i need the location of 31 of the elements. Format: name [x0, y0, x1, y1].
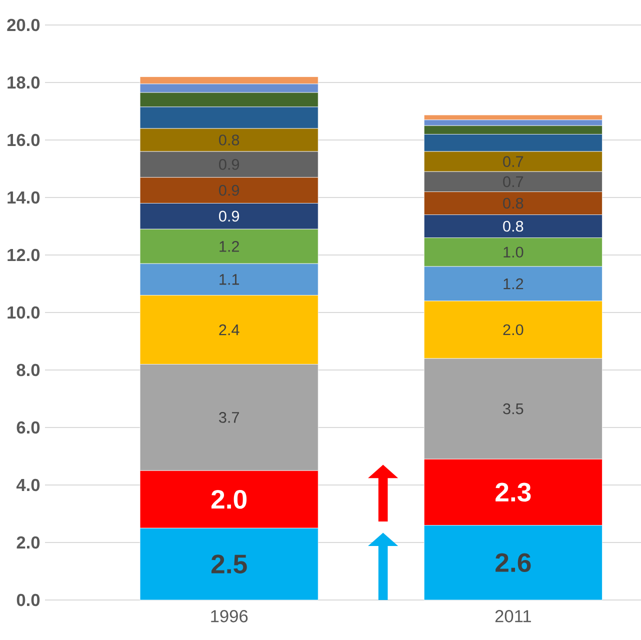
data-label: 3.7 — [219, 412, 239, 423]
y-tick-label: 12.0 — [8, 248, 40, 262]
y-tick-label: 10.0 — [8, 306, 40, 319]
data-label: 3.5 — [503, 403, 524, 414]
data-label: 1.1 — [220, 274, 239, 285]
data-label: 2.5 — [211, 554, 247, 574]
data-label: 2.4 — [219, 324, 240, 336]
y-tick-label: 2.0 — [16, 536, 40, 549]
data-label: 2.6 — [496, 553, 531, 572]
data-label: 2.0 — [211, 490, 247, 509]
x-tick-label: 1996 — [211, 610, 248, 622]
y-tick-label: 4.0 — [16, 478, 40, 492]
data-label: 0.8 — [219, 134, 240, 146]
data-label: 1.0 — [504, 246, 524, 258]
y-tick-label: 16.0 — [8, 134, 40, 146]
data-label: 2.3 — [496, 482, 531, 502]
y-tick-label: 8.0 — [16, 364, 40, 376]
y-tick-label: 18.0 — [8, 76, 40, 89]
data-label: 0.9 — [219, 184, 240, 196]
data-label: 1.2 — [220, 241, 239, 252]
data-label: 0.8 — [503, 220, 524, 232]
data-label: 0.7 — [503, 156, 524, 167]
data-label: 0.8 — [503, 198, 524, 209]
y-tick-label: 0.0 — [16, 594, 40, 606]
data-label: 0.9 — [219, 210, 240, 222]
data-label: 2.0 — [503, 324, 524, 336]
x-tick-label: 2011 — [495, 610, 531, 622]
y-tick-label: 14.0 — [8, 191, 40, 204]
y-tick-label: 20.0 — [7, 18, 40, 32]
y-tick-label: 6.0 — [16, 421, 40, 434]
data-label: 1.2 — [504, 278, 524, 290]
